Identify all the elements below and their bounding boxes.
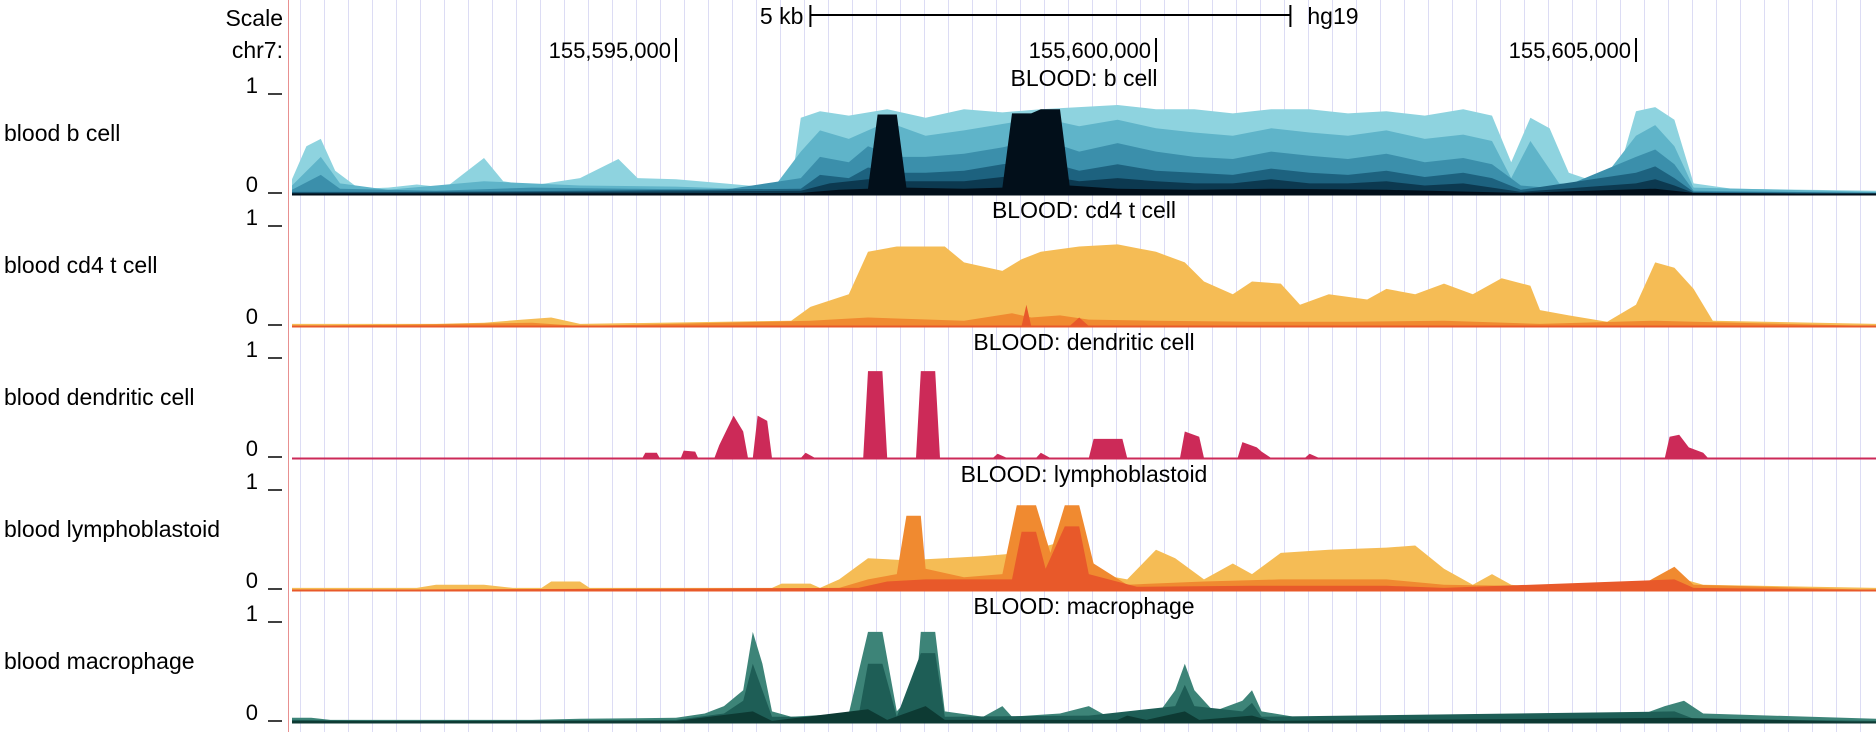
y-min-label: 0 [246, 700, 258, 725]
track-label[interactable]: blood lymphoblastoid [4, 516, 220, 542]
assembly-label: hg19 [1307, 3, 1358, 29]
track-label[interactable]: blood cd4 t cell [4, 252, 157, 278]
track: blood dendritic cell BLOOD: dendritic cel… [4, 329, 1876, 461]
scale-bar-label: 5 kb [760, 3, 803, 29]
track: blood cd4 t cell BLOOD: cd4 t cell 1 0 [4, 197, 1876, 329]
signal-layer [292, 304, 1876, 326]
signal-layer [292, 371, 1876, 458]
signal-layer [292, 313, 1876, 326]
y-max-label: 1 [246, 73, 258, 98]
y-min-label: 0 [246, 436, 258, 461]
ruler-tick-label: 155,595,000 [549, 38, 671, 63]
track-title: BLOOD: dendritic cell [973, 329, 1194, 355]
y-max-label: 1 [246, 601, 258, 626]
signal-layer [292, 505, 1876, 590]
y-max-label: 1 [246, 337, 258, 362]
position-ruler: 155,595,000 155,600,000 155,605,000 [549, 38, 1637, 63]
ruler-tick-label: 155,605,000 [1509, 38, 1631, 63]
y-min-label: 0 [246, 172, 258, 197]
y-min-label: 0 [246, 304, 258, 329]
track: blood b cell BLOOD: b cell 1 0 [4, 65, 1876, 197]
track-label[interactable]: blood dendritic cell [4, 384, 195, 410]
track-label[interactable]: blood b cell [4, 120, 120, 146]
y-max-label: 1 [246, 469, 258, 494]
track-title: BLOOD: b cell [1011, 65, 1158, 91]
track: blood macrophage BLOOD: macrophage 1 0 [4, 593, 1876, 725]
signal-layer [292, 631, 1876, 722]
signal-layer [292, 706, 1876, 722]
y-max-label: 1 [246, 205, 258, 230]
track-label[interactable]: blood macrophage [4, 648, 195, 674]
chrom-label: chr7: [232, 37, 283, 63]
signal-layer [292, 160, 1876, 194]
track-title: BLOOD: cd4 t cell [992, 197, 1176, 223]
ruler-tick-label: 155,600,000 [1029, 38, 1151, 63]
track-title: BLOOD: lymphoblastoid [961, 461, 1208, 487]
track: blood lymphoblastoid BLOOD: lymphoblastoi… [4, 461, 1876, 593]
signal-layer [292, 174, 1876, 194]
scale-label: Scale [225, 5, 283, 31]
y-min-label: 0 [246, 568, 258, 593]
track-title: BLOOD: macrophage [973, 593, 1194, 619]
signal-layer [292, 244, 1876, 326]
signal-layer [292, 526, 1876, 590]
scale-bar: 5 kb hg19 [760, 3, 1359, 29]
vertical-grid [300, 0, 1861, 732]
